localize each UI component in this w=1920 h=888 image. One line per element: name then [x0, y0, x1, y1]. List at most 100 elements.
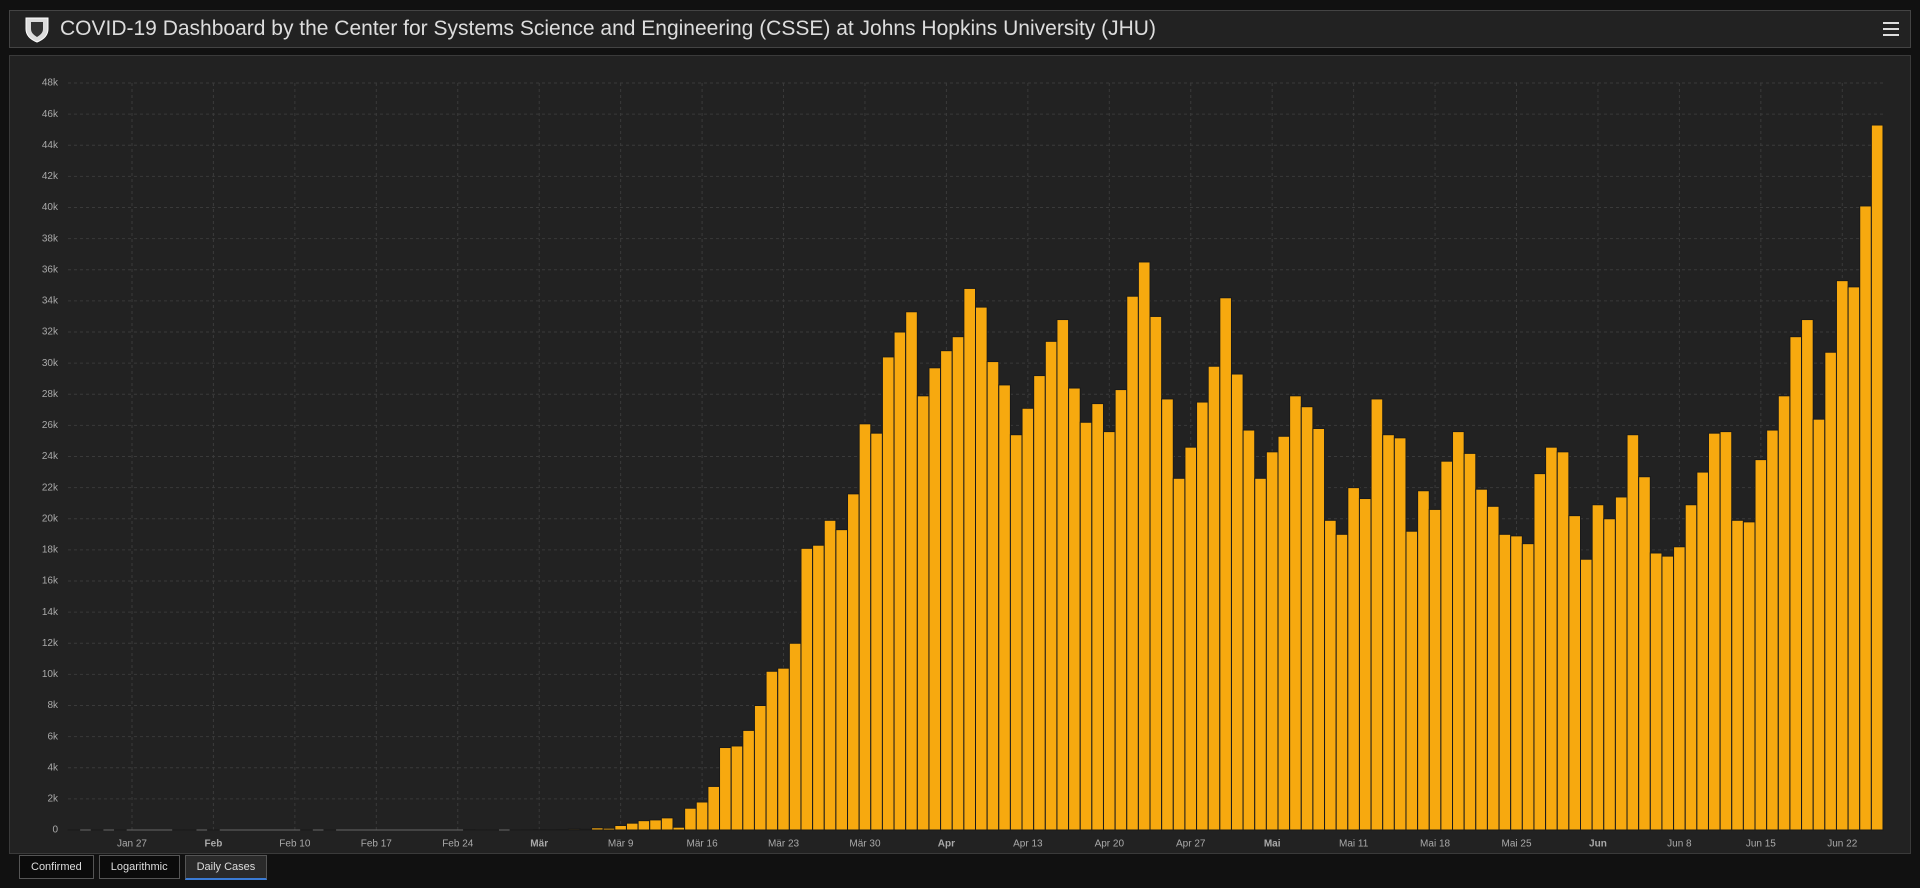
bar: [1673, 546, 1686, 831]
bar: [928, 367, 942, 831]
y-tick-label: 38k: [42, 233, 59, 244]
bar: [660, 817, 674, 831]
bar: [1545, 446, 1558, 831]
bar: [1661, 555, 1675, 831]
bar: [614, 824, 627, 831]
bar: [940, 350, 953, 831]
bar: [1486, 505, 1500, 831]
bar: [1149, 315, 1163, 831]
x-tick-label: Apr: [938, 839, 955, 850]
bar: [1102, 431, 1116, 831]
bar: [1347, 487, 1360, 831]
bar: [672, 826, 686, 831]
bar: [1591, 504, 1605, 831]
x-tick-label: Mär: [530, 839, 548, 850]
bar: [1859, 205, 1872, 831]
y-tick-label: 18k: [42, 545, 59, 556]
x-tick-label: Feb: [205, 839, 223, 850]
x-tick-label: Apr 27: [1176, 839, 1206, 850]
bar: [1719, 431, 1733, 831]
bar: [1475, 488, 1488, 831]
bar: [1742, 521, 1756, 831]
bar: [847, 493, 860, 831]
bar: [1091, 403, 1104, 831]
bar: [602, 827, 616, 831]
bar: [1254, 477, 1267, 831]
bar: [905, 311, 918, 831]
bar: [1358, 498, 1372, 831]
bar: [1707, 432, 1721, 831]
y-tick-label: 24k: [42, 451, 59, 462]
bar: [1696, 471, 1709, 831]
bar: [1137, 261, 1151, 831]
bar: [1335, 533, 1349, 831]
bar: [1521, 543, 1535, 831]
button[interactable]: Confirmed: [19, 855, 94, 879]
y-tick-label: 0: [52, 825, 58, 836]
bar: [1777, 395, 1791, 831]
x-tick-label: Mär 30: [849, 839, 881, 850]
bar: [1324, 519, 1337, 831]
y-tick-label: 30k: [42, 358, 59, 369]
bar: [1428, 508, 1442, 831]
button[interactable]: Daily Cases: [184, 855, 268, 880]
bar: [1312, 427, 1326, 831]
bar: [1580, 558, 1593, 831]
bar: [986, 361, 1000, 831]
header-title: COVID-19 Dashboard by the Center for Sys…: [60, 17, 1156, 40]
bar: [1801, 319, 1814, 831]
bar: [753, 705, 767, 831]
y-tick-label: 34k: [42, 296, 59, 307]
x-tick-label: Mär 9: [608, 839, 634, 850]
bar: [1044, 340, 1058, 831]
bar: [1021, 407, 1035, 831]
bar: [625, 822, 639, 831]
bar: [835, 529, 849, 831]
bar: [1230, 373, 1244, 831]
menu-icon[interactable]: [1882, 21, 1900, 37]
y-tick-label: 48k: [42, 78, 59, 89]
bar: [1161, 398, 1174, 831]
bar: [963, 287, 976, 831]
bar: [1754, 459, 1768, 831]
bar: [1033, 375, 1046, 831]
x-tick-label: Feb 24: [442, 839, 474, 850]
bar: [649, 819, 662, 831]
chart: 0 2k 4k 6k 8k 10k 12k 14k 16k 18k 20k 22k 24k 26k 28k 3…: [42, 78, 1884, 850]
bar: [1417, 490, 1430, 831]
bar: [1789, 336, 1803, 831]
y-tick-label: 4k: [47, 762, 59, 773]
bar: [893, 331, 907, 831]
bar: [1731, 519, 1744, 831]
bar: [998, 384, 1011, 831]
y-tick-label: 8k: [47, 700, 59, 711]
bar: [684, 807, 697, 831]
bar: [1766, 429, 1779, 831]
y-tick-label: 44k: [42, 140, 59, 151]
bar: [1498, 533, 1512, 831]
bar: [1265, 451, 1279, 831]
button-bar: Confirmed Logarithmic Daily Cases: [19, 855, 268, 880]
bar: [719, 747, 732, 831]
bar: [916, 395, 930, 831]
bar: [1382, 434, 1395, 831]
x-tick-label: Mai 25: [1502, 839, 1532, 850]
bar: [788, 642, 802, 831]
bar: [1626, 434, 1640, 831]
bar: [1452, 431, 1465, 831]
x-tick-label: Jun 22: [1827, 839, 1857, 850]
button[interactable]: Logarithmic: [98, 855, 180, 879]
bar: [567, 828, 581, 831]
bar: [1172, 477, 1186, 831]
bar: [1289, 395, 1302, 831]
y-tick-label: 20k: [42, 513, 59, 524]
y-tick-label: 22k: [42, 482, 59, 493]
bar: [812, 544, 825, 831]
bar: [1440, 460, 1454, 831]
bar: [1870, 124, 1884, 831]
x-tick-label: Jan 27: [117, 839, 147, 850]
bar: [951, 336, 965, 831]
bar: [1614, 496, 1628, 831]
bar: [1300, 406, 1314, 831]
